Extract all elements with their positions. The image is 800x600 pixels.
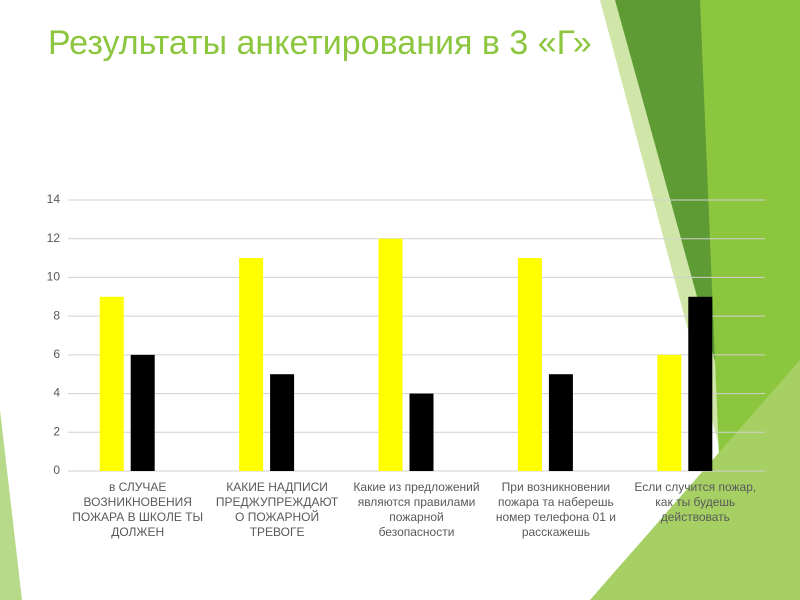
- bar: [130, 354, 155, 471]
- y-tick-label: 8: [53, 308, 60, 322]
- bar: [548, 374, 573, 471]
- x-tick-label: Если случится пожар, как ты будешь дейст…: [634, 480, 757, 524]
- y-tick-label: 14: [47, 192, 61, 206]
- bar: [409, 393, 434, 471]
- x-tick-label: КАКИЕ НАДПИСИ ПРЕДЖУПРЕЖДАЮТ О ПОЖАРНОЙ …: [215, 480, 339, 539]
- bar: [270, 374, 295, 471]
- x-tick-label: в СЛУЧАЕ ВОЗНИКНОВЕНИЯ ПОЖАРА В ШКОЛЕ ТЫ…: [72, 480, 204, 539]
- y-tick-label: 12: [47, 231, 61, 245]
- bar: [657, 354, 682, 471]
- bar: [99, 296, 124, 471]
- x-tick-label: Какие из предложений являются правилами …: [353, 480, 480, 539]
- y-tick-label: 2: [53, 424, 60, 438]
- y-tick-label: 4: [53, 386, 60, 400]
- deco-shape: [590, 360, 800, 600]
- bar: [517, 258, 542, 471]
- bar: [378, 238, 403, 471]
- bar: [239, 258, 264, 471]
- slide-title: Результаты анкетирования в 3 «Г»: [48, 24, 592, 62]
- y-tick-label: 10: [47, 270, 61, 284]
- bar: [688, 296, 713, 471]
- y-tick-label: 0: [53, 463, 60, 477]
- y-tick-label: 6: [53, 347, 60, 361]
- x-tick-label: При возникновении пожара та наберешь ном…: [495, 480, 616, 539]
- deco-shape: [0, 410, 22, 600]
